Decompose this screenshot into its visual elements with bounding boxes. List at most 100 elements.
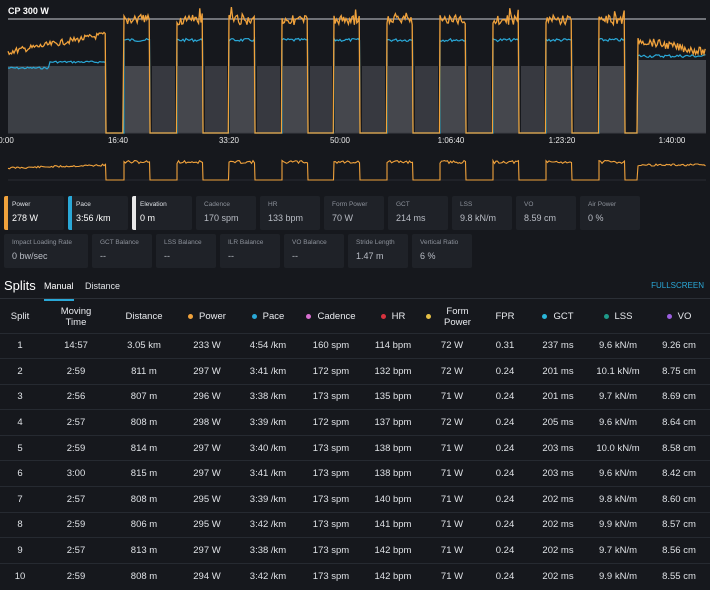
table-cell: 813 m [112, 537, 176, 564]
elevation-block [638, 60, 706, 133]
metric-card-air-power[interactable]: Air Power 0 % [580, 196, 640, 230]
table-cell: 135 bpm [364, 383, 422, 410]
column-header[interactable]: Form Power [422, 301, 482, 333]
column-header[interactable]: VO [648, 301, 710, 333]
table-cell: 3 [0, 383, 40, 410]
table-cell: 72 W [422, 332, 482, 359]
metric-card-hr[interactable]: HR 133 bpm [260, 196, 320, 230]
metric-card-pace[interactable]: Pace 3:56 /km [68, 196, 128, 230]
metric-value: -- [164, 251, 170, 261]
metric-card-cadence[interactable]: Cadence 170 spm [196, 196, 256, 230]
metric-value: 0 % [588, 213, 604, 223]
metric-card-stride-length[interactable]: Stride Length 1.47 m [348, 234, 408, 268]
table-cell: 3:39 /km [238, 409, 298, 436]
column-header-label: Distance [125, 311, 163, 323]
column-header-label: Power [199, 311, 226, 323]
metric-card-gct[interactable]: GCT 214 ms [388, 196, 448, 230]
table-cell: 3:39 /km [238, 486, 298, 513]
metric-label: LSS Balance [164, 239, 202, 246]
table-cell: 0.24 [482, 409, 528, 436]
metric-card-elevation[interactable]: Elevation 0 m [132, 196, 192, 230]
tab-distance[interactable]: Distance [85, 281, 121, 291]
table-cell: 9.6 kN/m [588, 332, 648, 359]
column-header[interactable]: Moving Time [40, 301, 112, 333]
table-cell: 297 W [176, 434, 238, 461]
table-cell: 160 spm [298, 332, 364, 359]
metrics-row-primary: Power 278 W Pace 3:56 /km Elevation 0 m … [4, 196, 640, 230]
table-cell: 202 ms [528, 511, 588, 538]
table-row[interactable]: 8 2:59 806 m 295 W 3:42 /km 173 spm 141 bpm 71 … [0, 511, 710, 538]
table-cell: 71 W [422, 486, 482, 513]
column-header[interactable]: HR [364, 301, 422, 333]
table-cell: 807 m [112, 383, 176, 410]
divider [0, 298, 710, 299]
fullscreen-button[interactable]: FULLSCREEN [651, 281, 704, 290]
metric-card-lss[interactable]: LSS 9.8 kN/m [452, 196, 512, 230]
column-header[interactable]: Split [0, 301, 40, 333]
metric-value: 214 ms [396, 213, 426, 223]
table-cell: 10.1 kN/m [588, 358, 648, 385]
table-row[interactable]: 3 2:56 807 m 296 W 3:38 /km 173 spm 135 bpm 71 … [0, 383, 710, 410]
table-cell: 9.26 cm [648, 332, 710, 359]
metric-color-bar [4, 196, 8, 230]
series-dot-icon [603, 314, 609, 320]
overview-chart[interactable] [0, 152, 710, 186]
table-cell: 4:54 /km [238, 332, 298, 359]
table-row[interactable]: 6 3:00 815 m 297 W 3:41 /km 173 spm 138 bpm 71 … [0, 460, 710, 487]
metric-card-lss-balance[interactable]: LSS Balance -- [156, 234, 216, 268]
table-cell: 8.60 cm [648, 486, 710, 513]
metric-card-vo-balance[interactable]: VO Balance -- [284, 234, 344, 268]
power-pace-chart[interactable]: CP 300 W 0:00 16:40 33:20 50:00 1:06:40 … [0, 0, 710, 150]
elevation-block [152, 66, 175, 133]
metric-card-vertical-ratio[interactable]: Vertical Ratio 6 % [412, 234, 472, 268]
metric-card-gct-balance[interactable]: GCT Balance -- [92, 234, 152, 268]
tab-manual[interactable]: Manual [44, 281, 74, 301]
table-cell: 3:00 [40, 460, 112, 487]
table-cell: 3:41 /km [238, 460, 298, 487]
chart-plot[interactable] [0, 0, 710, 150]
splits-table: Split Moving Time Distance Power Pace Cadence… [0, 301, 710, 589]
column-header[interactable]: LSS [588, 301, 648, 333]
table-row[interactable]: 9 2:57 813 m 297 W 3:38 /km 173 spm 142 bpm 71 … [0, 537, 710, 564]
table-row[interactable]: 7 2:57 808 m 295 W 3:39 /km 173 spm 140 bpm 71 … [0, 486, 710, 513]
metric-card-ilr-balance[interactable]: ILR Balance -- [220, 234, 280, 268]
table-cell: 71 W [422, 460, 482, 487]
table-cell: 2:59 [40, 511, 112, 538]
elevation-block [335, 66, 359, 133]
table-header-row: Split Moving Time Distance Power Pace Cadence… [0, 301, 710, 333]
column-header[interactable]: Pace [238, 301, 298, 333]
table-cell: 811 m [112, 358, 176, 385]
table-cell: 0.24 [482, 358, 528, 385]
table-cell: 201 ms [528, 383, 588, 410]
metric-value: 3:56 /km [76, 213, 111, 223]
elevation-block [494, 66, 518, 133]
metric-value: 70 W [332, 213, 354, 223]
table-cell: 142 bpm [364, 537, 422, 564]
table-row[interactable]: 10 2:59 808 m 294 W 3:42 /km 173 spm 142 bpm 71… [0, 562, 710, 589]
table-row[interactable]: 2 2:59 811 m 297 W 3:41 /km 172 spm 132 bpm 72 … [0, 358, 710, 385]
metric-card-power[interactable]: Power 278 W [4, 196, 64, 230]
column-header[interactable]: Power [176, 301, 238, 333]
metric-card-impact-loading-rate[interactable]: Impact Loading Rate 0 bw/sec [4, 234, 88, 268]
table-cell: 9.9 kN/m [588, 511, 648, 538]
column-header[interactable]: FPR [482, 301, 528, 333]
table-cell: 137 bpm [364, 409, 422, 436]
metric-value: -- [292, 251, 298, 261]
overview-plot[interactable] [0, 152, 710, 186]
column-header[interactable]: Cadence [298, 301, 364, 333]
column-header[interactable]: Distance [112, 301, 176, 333]
metric-label: VO [524, 201, 534, 208]
metric-card-vo[interactable]: VO 8.59 cm [516, 196, 576, 230]
table-row[interactable]: 5 2:59 814 m 297 W 3:40 /km 173 spm 138 bpm 71 … [0, 434, 710, 461]
table-row[interactable]: 1 14:57 3.05 km 233 W 4:54 /km 160 spm 114 bpm… [0, 332, 710, 359]
table-cell: 72 W [422, 409, 482, 436]
table-cell: 0.24 [482, 511, 528, 538]
table-cell: 297 W [176, 460, 238, 487]
table-cell: 0.24 [482, 537, 528, 564]
column-header[interactable]: GCT [528, 301, 588, 333]
metric-card-form-power[interactable]: Form Power 70 W [324, 196, 384, 230]
table-row[interactable]: 4 2:57 808 m 298 W 3:39 /km 172 spm 137 bpm 72 … [0, 409, 710, 436]
elevation-block [415, 66, 438, 133]
metric-label: GCT [396, 201, 410, 208]
table-cell: 3:41 /km [238, 358, 298, 385]
